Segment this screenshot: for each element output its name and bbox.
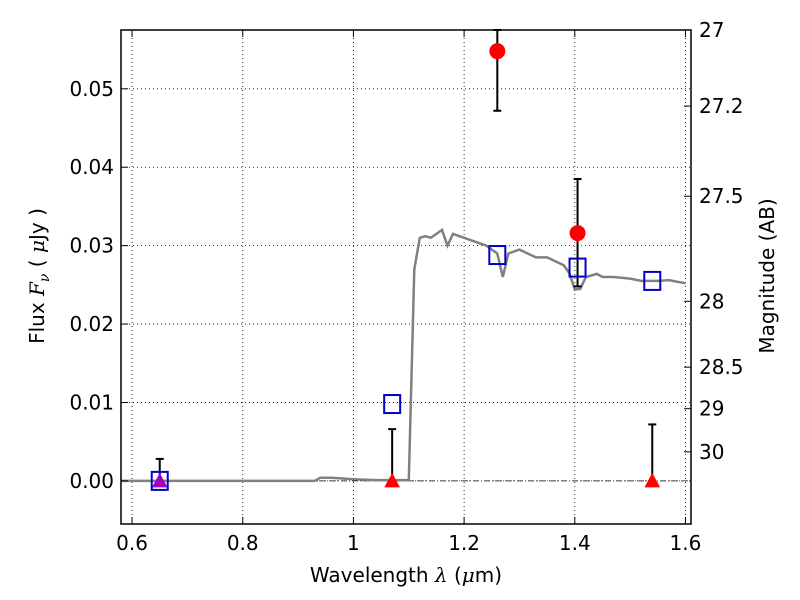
model-photometry-square [150, 470, 169, 491]
model-photometry-square [488, 245, 507, 266]
y2-axis-label: Magnitude (AB) [755, 198, 779, 353]
model-photometry-square [383, 394, 402, 415]
model-photometry-square [568, 257, 587, 278]
x-tick-label: 0.8 [227, 531, 259, 555]
y-tick-label: 0.01 [69, 390, 114, 414]
y2-tick-label: 29 [699, 397, 724, 421]
upper-limit-triangle [151, 472, 168, 488]
y2-tick-label: 30 [699, 440, 724, 464]
ticks [121, 29, 691, 524]
y2-tick-label: 27.2 [699, 94, 744, 118]
y-tick-label: 0.05 [69, 77, 114, 101]
x-tick-label: 1.4 [559, 531, 591, 555]
series [121, 29, 686, 491]
y-tick-label: 0.00 [69, 469, 114, 493]
y-tick-label: 0.02 [69, 312, 114, 336]
detection-circle [489, 43, 506, 60]
y2-tick-label: 28.5 [699, 355, 744, 379]
y2-tick-label: 27 [699, 18, 724, 42]
y2-tick-label: 27.5 [699, 184, 744, 208]
y-tick-label: 0.04 [69, 155, 114, 179]
tick-labels: 0.6 0.8 1 1.2 1.4 1.6 0.00 0.01 0.02 0.03 0.04 0.05… [69, 18, 743, 555]
x-tick-label: 1 [347, 531, 360, 555]
x-tick-label: 1.2 [448, 531, 480, 555]
model-photometry-square [643, 270, 662, 291]
upper-limit-triangle [644, 472, 661, 488]
y2-tick-label: 28 [699, 289, 724, 313]
upper-limit-triangle [384, 472, 401, 488]
y-axis-label: Flux Fν ( μJy ) [25, 208, 53, 344]
x-tick-label: 0.6 [116, 531, 148, 555]
detection-circle [569, 225, 586, 242]
x-tick-label: 1.6 [670, 531, 702, 555]
model-spectrum-line [121, 228, 686, 483]
x-axis-label: Wavelength λ (μm) [310, 563, 502, 587]
y-tick-label: 0.03 [69, 234, 114, 258]
plot-frame [120, 29, 692, 525]
